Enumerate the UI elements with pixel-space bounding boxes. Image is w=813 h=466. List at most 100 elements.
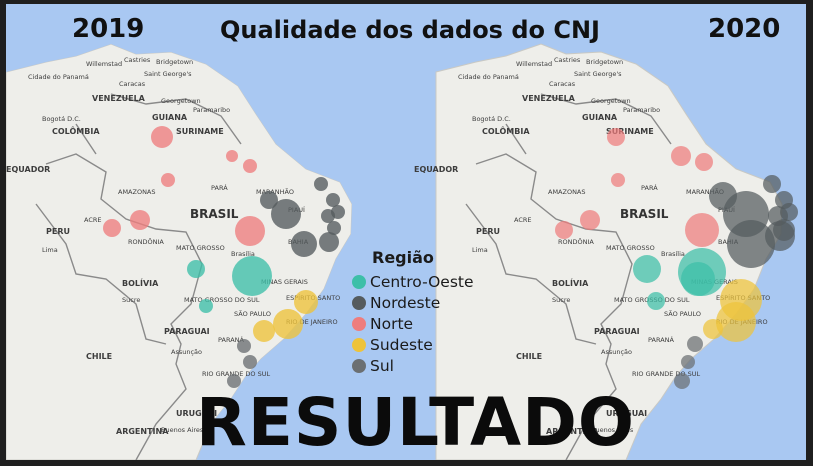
bubble-norte	[130, 210, 150, 230]
label-mato-grosso-do-sul: MATO GROSSO DO SUL	[184, 296, 260, 304]
bubble-sudeste	[273, 309, 303, 339]
label-bogota: Bogotá D.C.	[472, 115, 511, 123]
label-brasilia: Brasília	[231, 250, 255, 258]
legend-item-centro-oeste: Centro-Oeste	[352, 271, 474, 292]
bubble-sudeste	[294, 290, 318, 314]
legend-dot	[352, 337, 366, 352]
label-suriname: SURINAME	[176, 127, 224, 136]
label-bridgetown: Bridgetown	[156, 58, 193, 66]
bubble-nordeste	[765, 221, 795, 251]
bubble-norte	[243, 159, 257, 173]
bubble-nordeste	[327, 221, 341, 235]
label-brasil: BRASIL	[190, 207, 239, 221]
bubble-norte	[671, 146, 691, 166]
label-colombia: COLÔMBIA	[482, 125, 530, 136]
label-assuncao: Assunção	[601, 348, 632, 356]
bubble-nordeste	[271, 199, 301, 229]
sea-gap	[6, 4, 406, 460]
label-peru: PERU	[46, 227, 70, 236]
label-castries: Castries	[554, 56, 581, 64]
legend-item-sul: Sul	[352, 355, 474, 376]
year-2019-label: 2019	[72, 14, 145, 44]
label-georgetown: Georgetown	[161, 97, 201, 105]
legend-label: Sudeste	[370, 335, 433, 354]
label-cidade-do-panama: Cidade do Panamá	[458, 73, 519, 81]
legend-dot	[352, 274, 366, 289]
label-para: PARÁ	[641, 183, 658, 192]
borders	[465, 93, 672, 460]
bubble-nordeste	[321, 209, 335, 223]
label-willemstad: Willemstad	[516, 60, 552, 68]
legend-label: Sul	[370, 356, 394, 375]
label-rondonia: RONDÔNIA	[558, 237, 594, 246]
label-equador: EQUADOR	[414, 165, 458, 174]
label-saint-georges: Saint George's	[144, 70, 192, 78]
label-paraguai: PARAGUAI	[164, 327, 210, 336]
label-mato-grosso: MATO GROSSO	[606, 244, 655, 252]
result-banner: RESULTADO	[196, 384, 636, 460]
legend-label: Nordeste	[370, 293, 441, 312]
label-saint-georges: Saint George's	[574, 70, 622, 78]
country-labels: VENEZUELA COLÔMBIA EQUADOR PERU BOLÍVIA …	[6, 94, 239, 436]
bubble-norte	[580, 210, 600, 230]
bubble-sudeste	[703, 319, 723, 339]
label-paraguai: PARAGUAI	[594, 327, 640, 336]
page-title: Qualidade dos dados do CNJ	[220, 16, 600, 44]
label-guiana: GUIANA	[582, 113, 618, 122]
bubble-sul	[227, 374, 241, 388]
label-sucre: Sucre	[552, 296, 570, 304]
bubble-nordeste	[314, 177, 328, 191]
bubble-norte	[695, 153, 713, 171]
legend-item-sudeste: Sudeste	[352, 334, 474, 355]
label-guiana: GUIANA	[152, 113, 188, 122]
bubble-sul	[237, 339, 251, 353]
label-sao-paulo: SÃO PAULO	[664, 309, 701, 318]
bubble-sul	[674, 373, 690, 389]
label-parana: PARANÁ	[218, 335, 245, 344]
label-argentina: ARGENTINA	[546, 427, 599, 436]
label-uruguai: URUGUAI	[176, 409, 217, 418]
label-rio-de-janeiro: RIO DE JANEIRO	[286, 318, 338, 326]
label-parana: PARANÁ	[648, 335, 675, 344]
map-2020: Cidade do Panamá Willemstad Castries Bri…	[414, 43, 798, 460]
bubble-nordeste	[319, 232, 339, 252]
bubble-norte	[611, 173, 625, 187]
label-colombia: COLÔMBIA	[52, 125, 100, 136]
bubble-norte	[161, 173, 175, 187]
label-lima: Lima	[42, 246, 58, 254]
label-bogota: Bogotá D.C.	[42, 115, 81, 123]
label-bridgetown: Bridgetown	[586, 58, 623, 66]
label-buenos-aires: Buenos Aires	[591, 426, 634, 434]
label-argentina: ARGENTINA	[116, 427, 169, 436]
bubble-centro-oeste	[187, 260, 205, 278]
label-suriname: SURINAME	[606, 127, 654, 136]
bubble-centro-oeste	[633, 255, 661, 283]
label-bolivia: BOLÍVIA	[122, 277, 159, 288]
bubble-nordeste	[763, 175, 781, 193]
label-castries: Castries	[124, 56, 151, 64]
bubble-norte	[607, 128, 625, 146]
label-amazonas: AMAZONAS	[548, 188, 586, 196]
bubble-centro-oeste	[199, 299, 213, 313]
bubble-centro-oeste	[681, 262, 715, 296]
label-sucre: Sucre	[122, 296, 140, 304]
bubble-norte	[151, 126, 173, 148]
bubble-sul	[243, 355, 257, 369]
label-chile: CHILE	[86, 352, 112, 361]
label-paramaribo: Paramaribo	[193, 106, 230, 114]
label-acre: ACRE	[514, 216, 532, 224]
map-stage: Cidade do Panamá Willemstad Castries Bri…	[6, 4, 806, 460]
bubble-sul	[681, 355, 695, 369]
label-minas-gerais: MINAS GERAIS	[261, 278, 308, 286]
bubble-centro-oeste	[232, 256, 272, 296]
label-sao-paulo: SÃO PAULO	[234, 309, 271, 318]
bubble-nordeste	[291, 231, 317, 257]
legend-dot	[352, 358, 366, 373]
legend-dot	[352, 295, 366, 310]
label-rio-grande-do-sul: RIO GRANDE DO SUL	[202, 370, 270, 378]
label-buenos-aires: Buenos Aires	[161, 426, 204, 434]
label-georgetown: Georgetown	[591, 97, 631, 105]
bubble-nordeste	[727, 220, 775, 268]
legend-title: Região	[372, 248, 434, 267]
